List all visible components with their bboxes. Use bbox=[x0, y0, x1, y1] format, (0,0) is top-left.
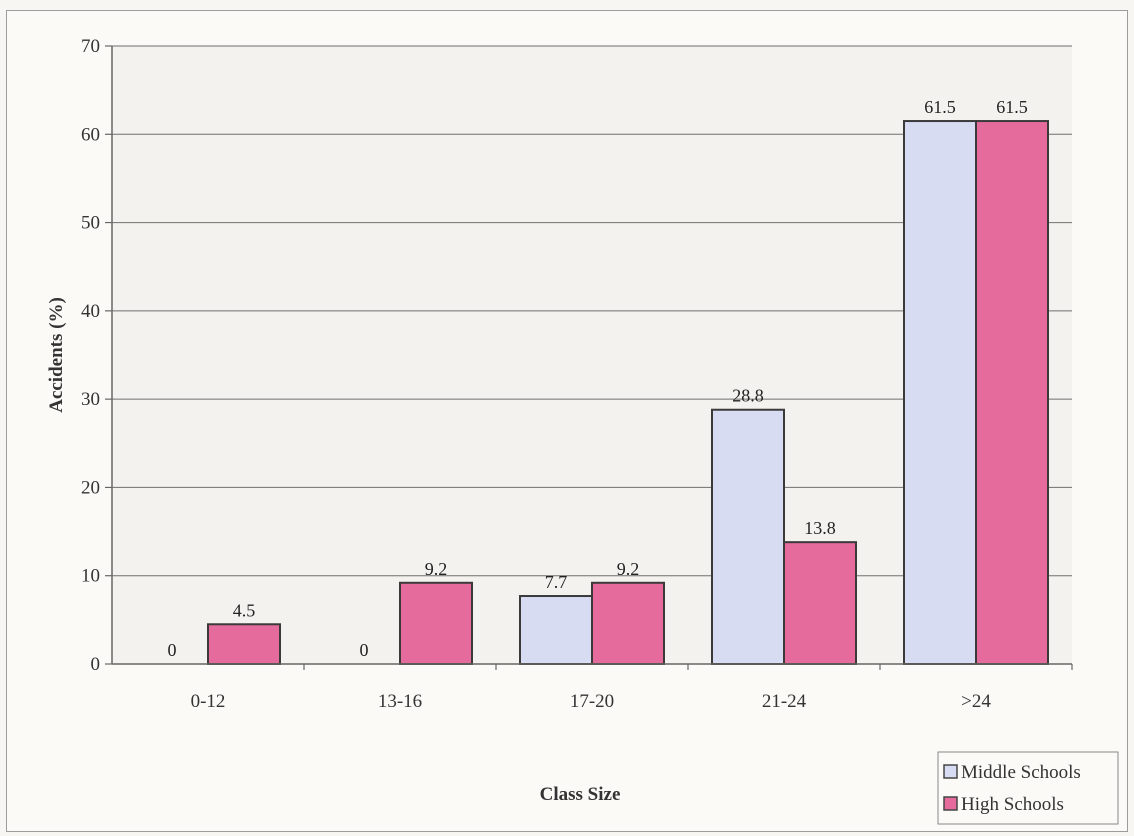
data-label-high-schools-0-12: 4.5 bbox=[233, 600, 256, 620]
x-axis-title: Class Size bbox=[540, 784, 621, 805]
bar-middle-schools-21-24 bbox=[711, 408, 785, 666]
x-tick-label: 17-20 bbox=[570, 691, 614, 712]
bar-high-schools-0-12 bbox=[207, 623, 281, 665]
y-tick-label: 10 bbox=[81, 566, 100, 587]
bar-high-schools-17-20 bbox=[591, 581, 665, 666]
bar-middle-schools-24 bbox=[903, 120, 977, 666]
x-tick-label: 21-24 bbox=[762, 691, 807, 712]
x-tick-label: 0-12 bbox=[191, 691, 226, 712]
data-labels: 0 4.5 0 9.2 7.7 9.2 28.8 13.8 61.5 61.5 bbox=[168, 97, 1028, 660]
legend-swatch-high-schools bbox=[943, 796, 958, 811]
data-label-middle-schools-24: 61.5 bbox=[924, 97, 956, 117]
data-label-middle-schools-21-24: 28.8 bbox=[732, 386, 764, 406]
y-axis-title: Accidents (%) bbox=[46, 297, 67, 413]
data-label-middle-schools-17-20: 7.7 bbox=[545, 572, 568, 592]
y-tick-label: 30 bbox=[81, 389, 100, 410]
data-label-high-schools-13-16: 9.2 bbox=[425, 559, 448, 579]
bar-high-schools-13-16 bbox=[399, 581, 473, 666]
y-tick-labels: 0 10 20 30 40 50 60 70 bbox=[81, 36, 112, 675]
legend-label-high-schools: High Schools bbox=[961, 794, 1064, 815]
x-tick-label: 13-16 bbox=[378, 691, 422, 712]
bar-high-schools-21-24 bbox=[783, 541, 857, 665]
legend-label-middle-schools: Middle Schools bbox=[961, 762, 1081, 783]
x-tick-label: >24 bbox=[961, 691, 991, 712]
y-tick-label: 0 bbox=[91, 654, 101, 675]
y-tick-label: 70 bbox=[81, 36, 100, 57]
bar-middle-schools-17-20 bbox=[519, 595, 593, 666]
y-tick-label: 20 bbox=[81, 477, 100, 498]
x-tick-labels: 0-12 13-16 17-20 21-24 >24 bbox=[191, 664, 1073, 712]
data-label-high-schools-21-24: 13.8 bbox=[804, 518, 836, 538]
data-label-high-schools-17-20: 9.2 bbox=[617, 559, 640, 579]
data-label-middle-schools-13-16: 0 bbox=[360, 640, 369, 660]
data-label-high-schools-24: 61.5 bbox=[996, 97, 1028, 117]
bar-high-schools-24 bbox=[975, 120, 1049, 666]
legend-box bbox=[937, 751, 1119, 825]
data-label-middle-schools-0-12: 0 bbox=[168, 640, 177, 660]
legend: Middle Schools High Schools bbox=[937, 751, 1119, 825]
legend-swatch-middle-schools bbox=[943, 764, 958, 779]
y-tick-label: 50 bbox=[81, 213, 100, 234]
y-tick-label: 60 bbox=[81, 124, 100, 145]
y-tick-label: 40 bbox=[81, 301, 100, 322]
